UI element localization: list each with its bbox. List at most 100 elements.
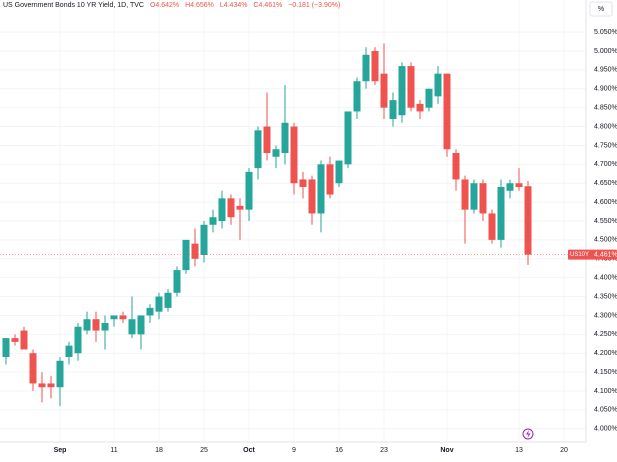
candle-body <box>29 353 37 384</box>
candle-body <box>128 319 136 335</box>
x-tick-label: Nov <box>440 447 453 454</box>
legend-close: C4.461% <box>253 2 283 9</box>
candle-body <box>209 217 217 225</box>
candle-body <box>11 338 19 342</box>
candle-body <box>506 183 514 191</box>
candle-body <box>164 292 172 308</box>
candle-body <box>461 179 469 210</box>
candle-body <box>515 183 523 187</box>
candle-body <box>2 338 10 357</box>
y-tick-label: 4.950% <box>594 67 617 74</box>
candle-body <box>254 130 262 169</box>
candle-body <box>299 179 307 187</box>
y-tick-label: 4.050% <box>594 407 617 414</box>
candle-body <box>335 160 343 184</box>
candle-body <box>290 126 298 184</box>
y-tick-label: 4.800% <box>594 123 617 130</box>
candle-body <box>434 73 442 97</box>
legend-header: US Government Bonds 10 YR Yield, 1D, TVC… <box>3 2 344 9</box>
y-tick-label: 5.050% <box>594 29 617 36</box>
candle-body <box>407 66 415 108</box>
candle-body <box>173 270 181 293</box>
candle-body <box>263 126 271 153</box>
y-tick-label: 4.300% <box>594 312 617 319</box>
legend-high: H4.656% <box>185 2 214 9</box>
scale-button-label[interactable]: % <box>598 6 604 13</box>
y-tick-label: 4.200% <box>594 350 617 357</box>
y-tick-label: 4.400% <box>594 275 617 282</box>
x-tick-label: Sep <box>54 447 67 454</box>
candle-body <box>470 183 478 210</box>
candle-body <box>236 205 244 210</box>
candle-body <box>308 179 316 214</box>
candle-body <box>47 383 55 388</box>
candle-body <box>83 319 91 331</box>
candle-body <box>245 171 253 210</box>
candle-body <box>416 103 424 112</box>
candle-body <box>326 164 334 195</box>
y-tick-label: 4.900% <box>594 86 617 93</box>
x-tick-label: 13 <box>515 447 523 454</box>
candle-body <box>155 296 163 312</box>
x-tick-label: 18 <box>155 447 163 454</box>
candle-body <box>524 186 532 255</box>
y-tick-label: 4.150% <box>594 369 617 376</box>
y-tick-label: 4.550% <box>594 218 617 225</box>
candle-body <box>65 345 73 357</box>
candle-body <box>353 81 361 112</box>
legend-change: −0.181 (−3.90%) <box>288 2 341 9</box>
y-tick-label: 4.350% <box>594 293 617 300</box>
legend-low: L4.434% <box>219 2 248 9</box>
candle-body <box>452 153 460 180</box>
x-tick-label: 11 <box>110 447 117 454</box>
candle-body <box>227 198 235 218</box>
candle-body <box>380 73 388 108</box>
candle-body <box>218 198 226 221</box>
candle-body <box>317 164 325 214</box>
candle-body <box>101 323 109 331</box>
candle-body <box>344 111 352 165</box>
scale-button[interactable] <box>589 1 613 17</box>
candle-body <box>56 360 64 388</box>
candle-body <box>443 73 451 150</box>
legend-open: O4.642% <box>149 2 180 9</box>
y-tick-label: 5.000% <box>594 48 617 55</box>
candle-body <box>38 383 46 388</box>
candle-body <box>119 315 127 320</box>
candle-body <box>182 239 190 271</box>
x-tick-label: Oct <box>243 447 255 454</box>
candle-body <box>200 224 208 255</box>
candle-body <box>281 122 289 153</box>
candle-body <box>191 243 199 259</box>
candle-body <box>20 330 28 350</box>
y-tick-label: 4.700% <box>594 161 617 168</box>
candle-body <box>371 51 379 82</box>
candle-body <box>110 315 118 320</box>
candle-body <box>92 319 100 331</box>
last-price-label: 4.461% <box>594 251 617 258</box>
y-tick-label: 4.000% <box>594 426 617 433</box>
y-tick-label: 4.100% <box>594 388 617 395</box>
candle-body <box>272 149 280 157</box>
candle-body <box>398 66 406 116</box>
candle-body <box>389 100 397 119</box>
last-price-symbol: US10Y <box>570 252 589 258</box>
last-price-box <box>568 249 617 260</box>
candle-body <box>497 187 505 240</box>
candle-body <box>137 315 145 335</box>
candle-body <box>362 54 370 82</box>
y-tick-label: 4.850% <box>594 105 617 112</box>
legend-title: US Government Bonds 10 YR Yield, 1D, TVC <box>3 2 144 9</box>
x-tick-label: 16 <box>335 447 343 454</box>
x-tick-label: 20 <box>560 447 568 454</box>
y-tick-label: 4.250% <box>594 331 617 338</box>
candle-body <box>479 183 487 214</box>
x-tick-label: 23 <box>380 447 388 454</box>
y-tick-label: 4.650% <box>594 180 617 187</box>
y-tick-label: 4.750% <box>594 142 617 149</box>
y-tick-label: 4.500% <box>594 237 617 244</box>
x-tick-label: 9 <box>292 447 296 454</box>
candle-body <box>488 213 496 240</box>
candle-body <box>146 307 154 316</box>
